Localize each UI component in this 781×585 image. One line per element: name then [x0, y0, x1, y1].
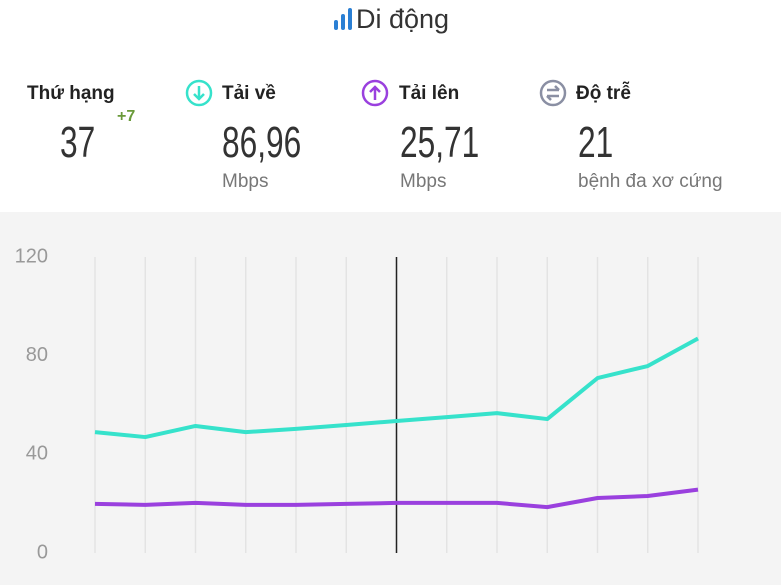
- header: Di động: [0, 4, 781, 35]
- title: Di động: [355, 4, 450, 34]
- series-line: [94, 487, 699, 510]
- metric-label: Tải về: [222, 83, 276, 104]
- metric-label: Độ trễ: [576, 83, 631, 104]
- download-icon: [185, 79, 213, 107]
- upload-icon: [361, 79, 389, 107]
- chart-background: [0, 212, 781, 585]
- y-tick-label: 0: [37, 541, 48, 563]
- y-tick-label: 80: [26, 344, 48, 366]
- series-line: [94, 336, 699, 440]
- metric-unit: bệnh đa xơ cứng: [578, 171, 723, 192]
- rank-change: +7: [117, 108, 136, 125]
- chart: 0 40 80 120: [0, 212, 781, 585]
- y-tick-label: 40: [26, 443, 48, 465]
- metric-unit: Mbps: [400, 171, 447, 192]
- rank-label: Thứ hạng: [27, 83, 115, 104]
- metric-value: 25,71: [400, 118, 480, 167]
- metric-value: 21: [578, 118, 614, 167]
- latency-icon: [539, 79, 567, 107]
- metric-unit: Mbps: [222, 171, 269, 192]
- rank-value: 37: [60, 118, 96, 167]
- metric-label: Tải lên: [399, 83, 460, 104]
- signal-icon: [333, 8, 352, 30]
- y-tick-label: 120: [15, 245, 48, 267]
- metric-value: 86,96: [222, 118, 302, 167]
